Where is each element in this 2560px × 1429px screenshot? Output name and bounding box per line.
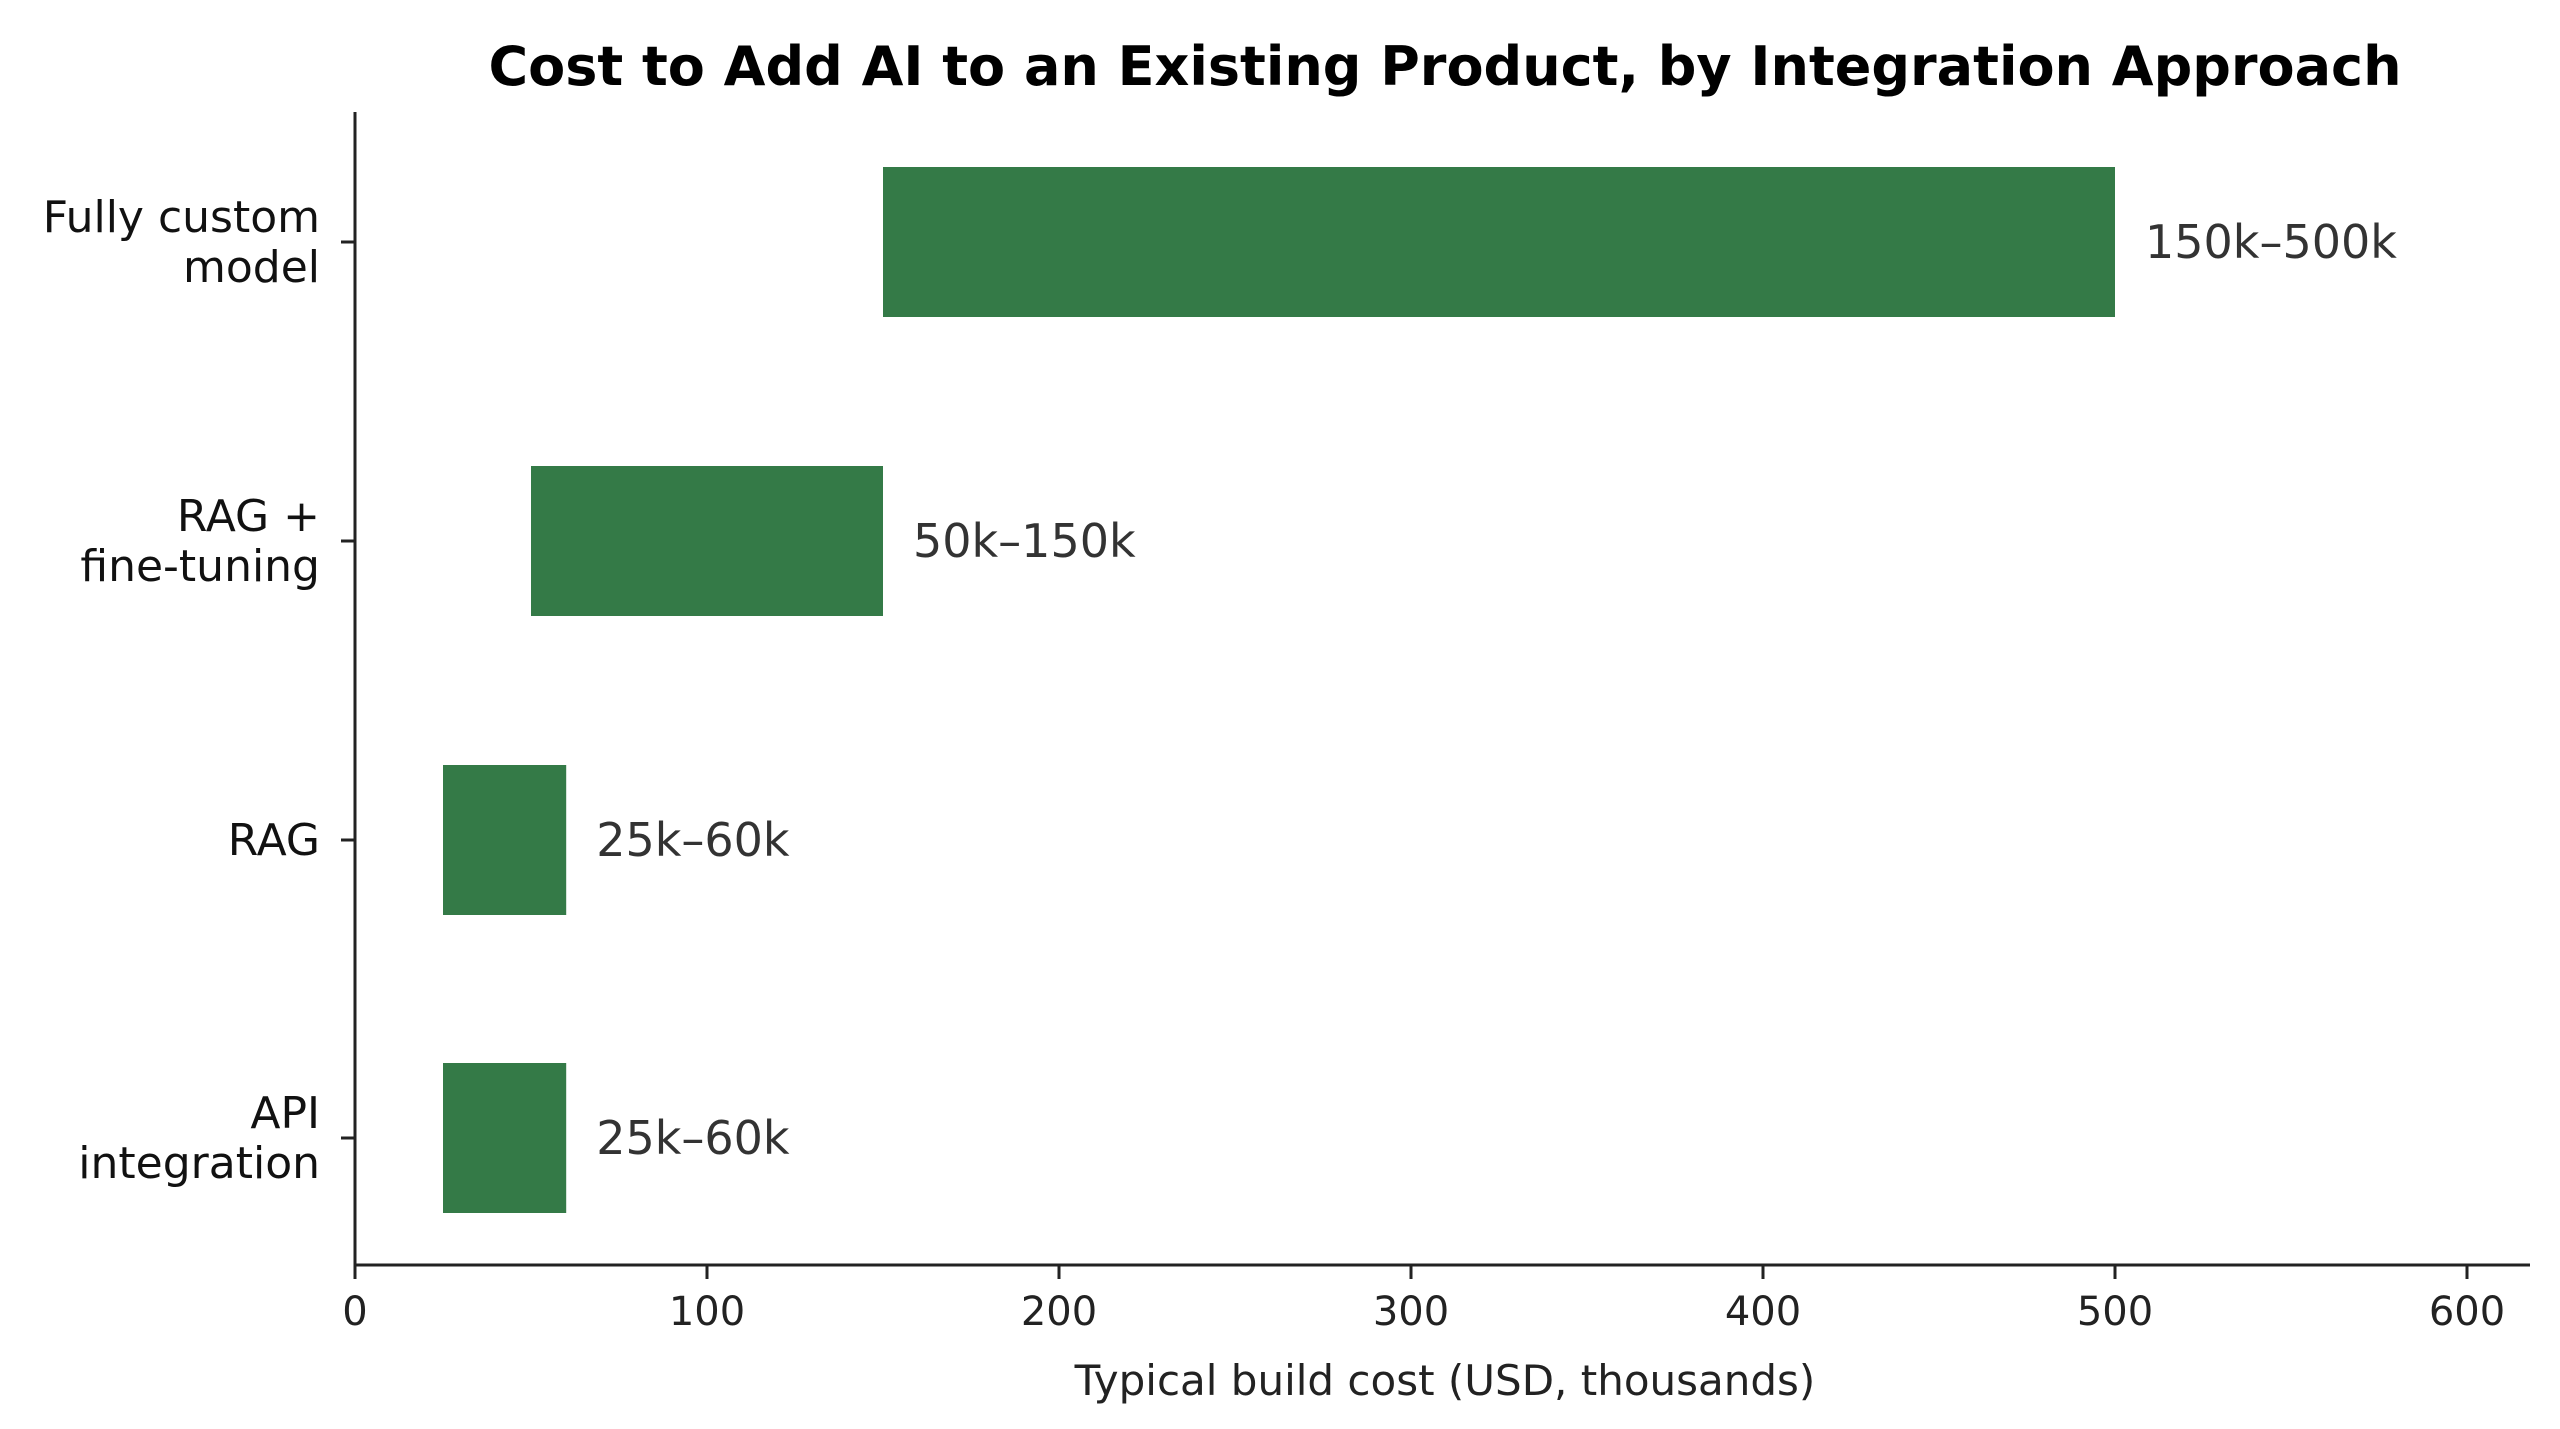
x-axis: 0 100 200 300 400 500 600 <box>342 1265 2505 1335</box>
category-label-0-0: Fully custom <box>43 192 320 243</box>
bars-group: 150k–500k 50k–150k 25k–60k 25k–60k <box>443 167 2397 1213</box>
chart-title: Cost to Add AI to an Existing Product, b… <box>488 35 2401 98</box>
data-label-1: 50k–150k <box>913 514 1136 568</box>
x-tick-label-4: 400 <box>1725 1289 1801 1335</box>
category-label-3-0: API <box>250 1088 320 1139</box>
bar-0 <box>883 167 2115 317</box>
bar-3 <box>443 1063 567 1213</box>
x-tick-label-0: 0 <box>342 1289 367 1335</box>
x-axis-label: Typical build cost (USD, thousands) <box>1074 1356 1816 1405</box>
x-tick-label-2: 200 <box>1021 1289 1097 1335</box>
category-label-2-0: RAG <box>228 815 320 866</box>
bar-1 <box>531 466 883 616</box>
data-label-3: 25k–60k <box>596 1111 790 1165</box>
x-tick-label-5: 500 <box>2077 1289 2153 1335</box>
x-tick-label-6: 600 <box>2429 1289 2505 1335</box>
data-label-2: 25k–60k <box>596 813 790 867</box>
category-label-1-1: fine-tuning <box>80 541 320 592</box>
bar-2 <box>443 765 567 915</box>
data-label-0: 150k–500k <box>2145 215 2397 269</box>
category-label-3-1: integration <box>78 1138 320 1189</box>
category-label-1-0: RAG + <box>177 491 320 542</box>
category-label-0-1: model <box>183 242 320 293</box>
x-tick-label-3: 300 <box>1373 1289 1449 1335</box>
x-tick-label-1: 100 <box>669 1289 745 1335</box>
